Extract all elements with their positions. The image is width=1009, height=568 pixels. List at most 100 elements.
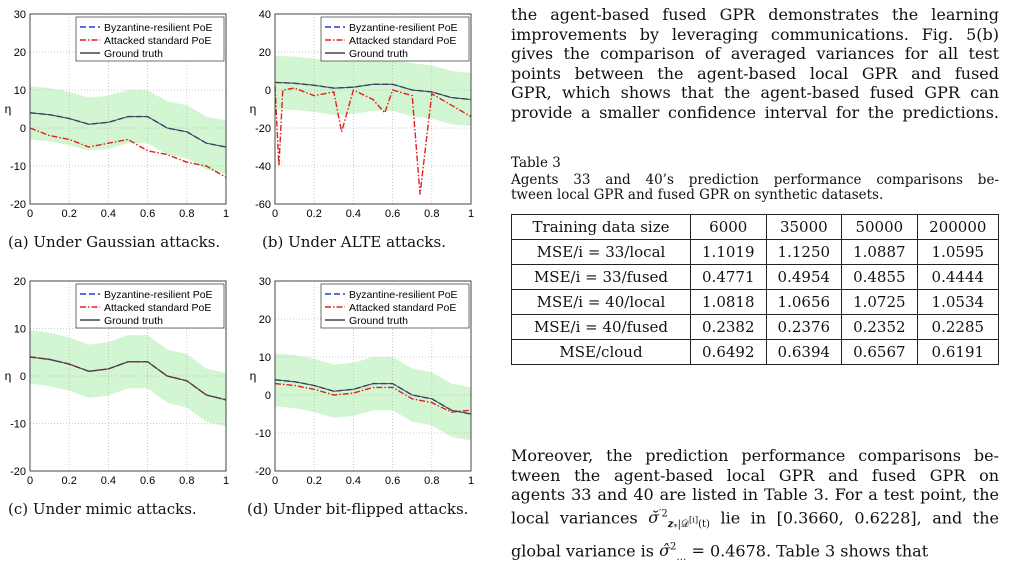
table-cell: 0.2285 <box>916 314 1000 340</box>
table-cell: 0.6492 <box>690 339 767 365</box>
y-tick-label: 0 <box>20 123 26 135</box>
y-tick-label: -40 <box>255 161 271 173</box>
x-tick-label: 0.6 <box>140 208 155 218</box>
confidence-band <box>30 86 226 174</box>
table-caption-line: tween local GPR and fused GPR on synthet… <box>511 187 884 203</box>
table-cell: MSE/i = 40/fused <box>511 314 691 340</box>
y-axis-label: η <box>5 102 12 116</box>
x-tick-label: 0.8 <box>424 475 439 485</box>
table-cell: 1.0818 <box>690 289 767 315</box>
table-row: MSE/i = 33/local 1.1019 1.1250 1.0887 1.… <box>511 239 1000 265</box>
legend-label: Byzantine-resilient PoE <box>349 22 458 34</box>
caption-b: (b) Under ALTE attacks. <box>262 233 446 251</box>
legend-label: Ground truth <box>349 315 408 327</box>
text-line: gives the comparison of averaged varianc… <box>511 44 999 64</box>
table-cell: MSE/i = 33/local <box>511 239 691 265</box>
legend-label: Attacked standard PoE <box>349 302 456 314</box>
table-cell: 0.6567 <box>841 339 918 365</box>
y-tick-label: 10 <box>14 324 26 336</box>
y-tick-label: 40 <box>259 9 271 21</box>
table-cell: MSE/i = 40/local <box>511 289 691 315</box>
y-tick-label: 0 <box>265 85 271 97</box>
table-row: MSE/i = 33/fused 0.4771 0.4954 0.4855 0.… <box>511 264 1000 290</box>
table-cell: 0.4855 <box>841 264 918 290</box>
table-cell: 0.4444 <box>916 264 1000 290</box>
plot-frame <box>274 280 472 472</box>
legend-label: Byzantine-resilient PoE <box>104 289 213 301</box>
math-global-variance: σ̂2… = <box>659 541 710 564</box>
text-line: local variances σ̆′2z*|𝒟[i](t) lie in [0… <box>511 505 999 538</box>
text-line: the agent-based fused GPR demonstrates t… <box>511 5 999 24</box>
legend-label: Attacked standard PoE <box>104 302 211 314</box>
text-line: improvements by leveraging communication… <box>511 24 999 44</box>
y-tick-label: -10 <box>10 419 26 431</box>
y-tick-label: 20 <box>259 314 271 326</box>
table-cell: MSE/cloud <box>511 339 691 365</box>
x-tick-label: 0.8 <box>179 475 194 485</box>
figure-panel-d: 00.20.40.60.813020100-10-20ηz*Byzantine-… <box>250 276 474 485</box>
y-tick-label: -10 <box>10 161 26 173</box>
text-line: Moreover, the prediction performance com… <box>511 446 999 465</box>
x-tick-label: 0 <box>27 208 33 218</box>
y-tick-label: 30 <box>259 276 271 288</box>
y-tick-label: 0 <box>265 390 271 402</box>
confidence-band <box>275 55 471 127</box>
table-cell: 0.2382 <box>690 314 767 340</box>
table-cell: 1.0656 <box>765 289 843 315</box>
confidence-band <box>275 353 471 441</box>
table-row: MSE/cloud 0.6492 0.6394 0.6567 0.6191 <box>511 339 1000 365</box>
y-tick-label: -10 <box>255 428 271 440</box>
x-tick-label: 1 <box>223 208 229 218</box>
table-cell: 1.0887 <box>841 239 918 265</box>
y-tick-label: 20 <box>259 47 271 59</box>
caption-c: (c) Under mimic attacks. <box>8 500 197 518</box>
table-cell: 1.0534 <box>916 289 1000 315</box>
table-cell: 1.0725 <box>841 289 918 315</box>
table-cell: 1.1019 <box>690 239 767 265</box>
table-cell: 0.2376 <box>765 314 843 340</box>
table-header-row: Training data size 6000 35000 50000 2000… <box>511 214 1000 240</box>
x-tick-label: 0.6 <box>140 475 155 485</box>
table-caption: Agents 33 and 40’s prediction performanc… <box>511 173 999 203</box>
legend-label: Ground truth <box>349 48 408 60</box>
x-tick-label: 1 <box>468 208 474 218</box>
table-cell: 1.1250 <box>765 239 843 265</box>
x-tick-label: 0.4 <box>101 208 116 218</box>
y-tick-label: -20 <box>10 466 26 478</box>
text-line: provide a smaller confidence interval fo… <box>511 102 999 122</box>
x-tick-label: 0.8 <box>424 208 439 218</box>
legend-label: Byzantine-resilient PoE <box>349 289 458 301</box>
legend-label: Byzantine-resilient PoE <box>104 22 213 34</box>
series-line <box>274 382 472 413</box>
caption-a: (a) Under Gaussian attacks. <box>8 233 221 251</box>
x-tick-label: 1 <box>468 475 474 485</box>
legend-label: Ground truth <box>104 48 163 60</box>
table-row: MSE/i = 40/fused 0.2382 0.2376 0.2352 0.… <box>511 314 1000 340</box>
legend-label: Attacked standard PoE <box>104 35 211 47</box>
x-tick-label: 0.2 <box>307 208 322 218</box>
x-tick-label: 0.4 <box>101 475 116 485</box>
paragraph-1: the agent-based fused GPR demonstrates t… <box>511 5 999 123</box>
y-axis-label: η <box>250 369 257 383</box>
table-cell: 1.0595 <box>916 239 1000 265</box>
text-fragment: global variance is <box>511 541 660 561</box>
x-tick-label: 1 <box>223 475 229 485</box>
y-axis-label: η <box>5 369 12 383</box>
legend-box <box>320 283 470 329</box>
x-tick-label: 0.4 <box>346 208 361 218</box>
x-tick-label: 0.8 <box>179 208 194 218</box>
table-cell: 0.4954 <box>765 264 843 290</box>
figure-panel-c: 00.20.40.60.8120100-10-20ηz*Byzantine-re… <box>5 276 229 485</box>
text-fragment: lie in [0.3660, 0.6228], and the <box>709 508 999 528</box>
text-fragment: 0.4678. Table 3 shows that <box>709 541 929 561</box>
x-tick-label: 0 <box>27 475 33 485</box>
table-header-cell: Training data size <box>511 214 691 240</box>
y-tick-label: -60 <box>255 199 271 211</box>
figure-panel-a: 00.20.40.60.813020100-10-20ηz*Byzantine-… <box>5 9 229 218</box>
text-line: points between the agent-based local GPR… <box>511 63 999 83</box>
figure-panel-b: 00.20.40.60.8140200-20-40-60ηz*Byzantine… <box>250 9 474 218</box>
paragraph-2: Moreover, the prediction performance com… <box>511 446 999 568</box>
y-tick-label: -20 <box>255 466 271 478</box>
x-tick-label: 0.2 <box>307 475 322 485</box>
table-header-cell: 50000 <box>841 214 918 240</box>
